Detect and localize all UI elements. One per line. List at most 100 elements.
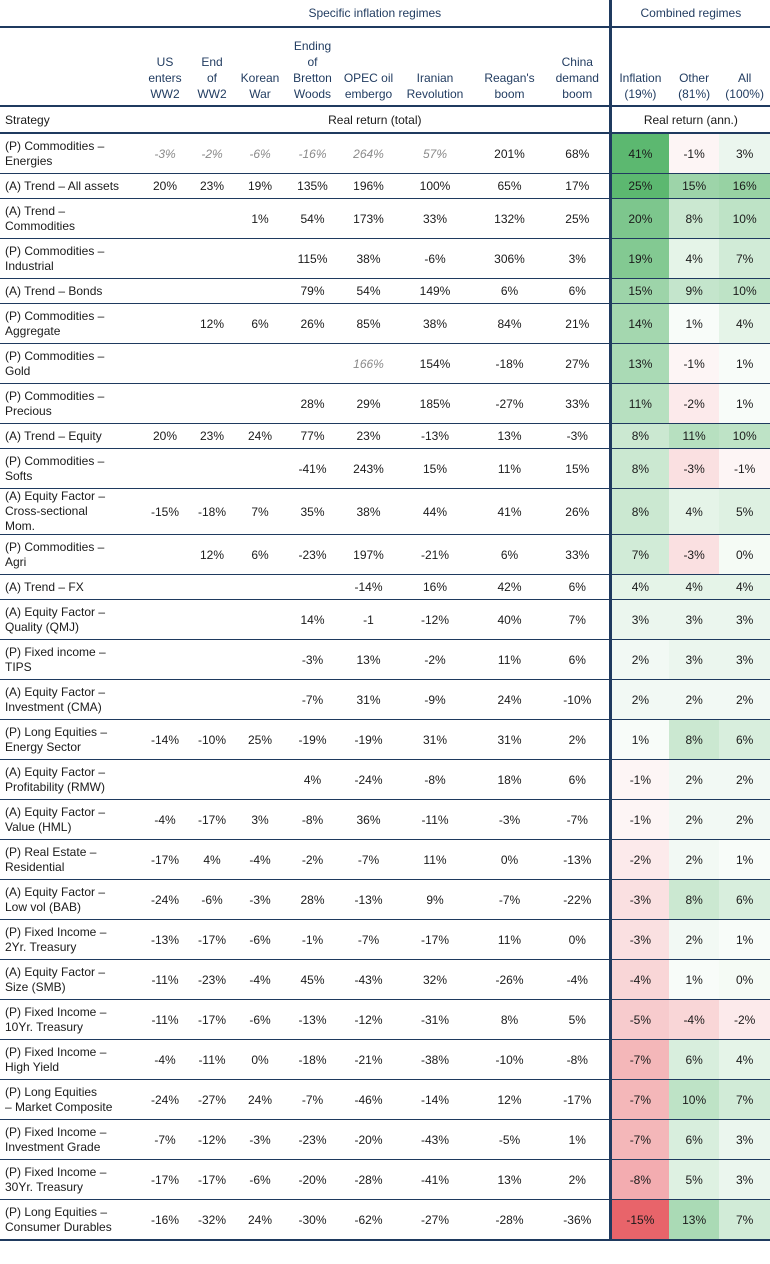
real-total-cell: 3% bbox=[235, 799, 285, 840]
real-total-cell: -13% bbox=[397, 423, 473, 449]
real-total-cell: -3% bbox=[235, 879, 285, 920]
real-total-cell: -31% bbox=[397, 999, 473, 1040]
real-total-cell: -17% bbox=[141, 839, 189, 880]
real-total-cell: 196% bbox=[340, 173, 397, 199]
real-ann-cell: 3% bbox=[719, 639, 770, 680]
real-total-cell: -16% bbox=[141, 1199, 189, 1241]
strategy-line: (A) Equity Factor – bbox=[5, 764, 106, 779]
real-ann-cell: -3% bbox=[610, 879, 670, 920]
real-total-cell: 166% bbox=[340, 343, 397, 384]
strategy-line: Low vol (BAB) bbox=[5, 899, 82, 914]
strategy-cell: (A) Equity Factor – Size (SMB) bbox=[0, 959, 141, 1000]
column-header-line: China bbox=[561, 55, 593, 69]
real-total-cell: -7% bbox=[285, 679, 340, 720]
real-total-cell: 6% bbox=[235, 303, 285, 344]
real-ann-cell: 3% bbox=[719, 599, 770, 640]
table-row: (P) Fixed Income –10Yr. Treasury -11% -17%… bbox=[0, 999, 770, 1040]
real-total-cell: -28% bbox=[340, 1159, 397, 1200]
real-ann-cell: 11% bbox=[610, 383, 670, 424]
real-ann-cell: 5% bbox=[669, 1159, 720, 1200]
real-ann-cell: 25% bbox=[610, 173, 670, 199]
real-total-cell: 2% bbox=[546, 719, 612, 760]
strategy-line: (A) Equity Factor – bbox=[5, 489, 106, 503]
column-header: China demand boom bbox=[546, 27, 612, 106]
table-row: (A) Equity Factor – Low vol (BAB) -24% -6% -… bbox=[0, 879, 770, 920]
real-total-cell: 1% bbox=[546, 1119, 612, 1160]
real-total-cell: -17% bbox=[189, 1159, 235, 1200]
real-total-cell: 23% bbox=[340, 423, 397, 449]
strategy-line: (P) Real Estate – bbox=[5, 844, 97, 859]
table-row: (P) Long Equities – Consumer Durables -16%… bbox=[0, 1199, 770, 1241]
real-total-cell: 15% bbox=[546, 448, 612, 489]
real-total-cell: 9% bbox=[397, 879, 473, 920]
real-total-cell: 13% bbox=[473, 1159, 546, 1200]
strategy-line: Commodities bbox=[5, 218, 76, 233]
real-ann-cell: -8% bbox=[610, 1159, 670, 1200]
real-total-cell bbox=[189, 574, 235, 600]
real-total-cell: -36% bbox=[546, 1199, 612, 1241]
real-ann-cell: 4% bbox=[669, 574, 720, 600]
real-total-cell bbox=[141, 278, 189, 304]
real-total-cell: -7% bbox=[340, 839, 397, 880]
strategy-line: Cross-sectional bbox=[5, 504, 88, 518]
column-header-line: Iranian bbox=[416, 71, 454, 85]
strategy-cell: (A) Trend – FX bbox=[0, 574, 141, 600]
real-total-cell: 16% bbox=[397, 574, 473, 600]
real-total-cell bbox=[141, 343, 189, 384]
column-header-line: boom bbox=[562, 87, 593, 101]
real-total-cell: 31% bbox=[397, 719, 473, 760]
real-ann-cell: 15% bbox=[610, 278, 670, 304]
real-ann-cell: 2% bbox=[719, 759, 770, 800]
real-ann-cell: 8% bbox=[669, 198, 720, 239]
real-total-cell: 26% bbox=[285, 303, 340, 344]
strategy-line: Energies bbox=[5, 153, 53, 168]
real-total-cell: -14% bbox=[397, 1079, 473, 1120]
real-total-cell: -10% bbox=[189, 719, 235, 760]
real-total-cell: 12% bbox=[473, 1079, 546, 1120]
real-total-cell: -7% bbox=[473, 879, 546, 920]
real-ann-cell: -2% bbox=[669, 383, 720, 424]
real-total-cell: -7% bbox=[285, 1079, 340, 1120]
strategy-line: (P) Commodities – bbox=[5, 308, 105, 323]
column-header: Korean War bbox=[235, 27, 285, 106]
real-total-cell: -9% bbox=[397, 679, 473, 720]
real-total-cell: -17% bbox=[189, 999, 235, 1040]
strategy-line: (A) Trend – bbox=[5, 203, 66, 218]
strategy-line: Investment Grade bbox=[5, 1139, 101, 1154]
real-ann-header: Real return (ann.) bbox=[610, 105, 770, 134]
real-total-cell bbox=[189, 599, 235, 640]
strategy-line: High Yield bbox=[5, 1059, 60, 1074]
real-total-cell: 135% bbox=[285, 173, 340, 199]
real-total-cell: -24% bbox=[340, 759, 397, 800]
real-total-cell: 243% bbox=[340, 448, 397, 489]
real-ann-cell: 10% bbox=[669, 1079, 720, 1120]
real-total-cell: 31% bbox=[473, 719, 546, 760]
real-total-cell: 45% bbox=[285, 959, 340, 1000]
column-header-line: of bbox=[206, 71, 217, 85]
strategy-cell: (P) Fixed Income –30Yr. Treasury bbox=[0, 1159, 141, 1200]
real-total-cell: 6% bbox=[235, 534, 285, 575]
real-total-cell: -32% bbox=[189, 1199, 235, 1241]
real-total-cell bbox=[189, 278, 235, 304]
strategy-cell: (P) Fixed Income –2Yr. Treasury bbox=[0, 919, 141, 960]
column-header-line: Reagan's bbox=[484, 71, 535, 85]
real-total-cell: 13% bbox=[340, 639, 397, 680]
real-total-cell: -19% bbox=[285, 719, 340, 760]
real-total-cell: 3% bbox=[546, 238, 612, 279]
real-total-cell: -8% bbox=[397, 759, 473, 800]
group-header-row: Specific inflation regimes Combined regi… bbox=[0, 0, 770, 28]
real-total-cell: 17% bbox=[546, 173, 612, 199]
real-total-cell bbox=[189, 383, 235, 424]
real-total-cell: -41% bbox=[397, 1159, 473, 1200]
real-total-cell bbox=[235, 574, 285, 600]
real-total-cell: 173% bbox=[340, 198, 397, 239]
real-total-cell: 5% bbox=[546, 999, 612, 1040]
real-ann-cell: -1% bbox=[669, 133, 720, 174]
strategy-line: Quality (QMJ) bbox=[5, 619, 80, 634]
real-total-cell: -10% bbox=[546, 679, 612, 720]
strategy-line: (A) Equity Factor – bbox=[5, 684, 106, 699]
real-total-cell: -38% bbox=[397, 1039, 473, 1080]
column-header-line: Korean bbox=[240, 71, 280, 85]
strategy-cell: (P) Long Equities – Consumer Durables bbox=[0, 1199, 141, 1241]
